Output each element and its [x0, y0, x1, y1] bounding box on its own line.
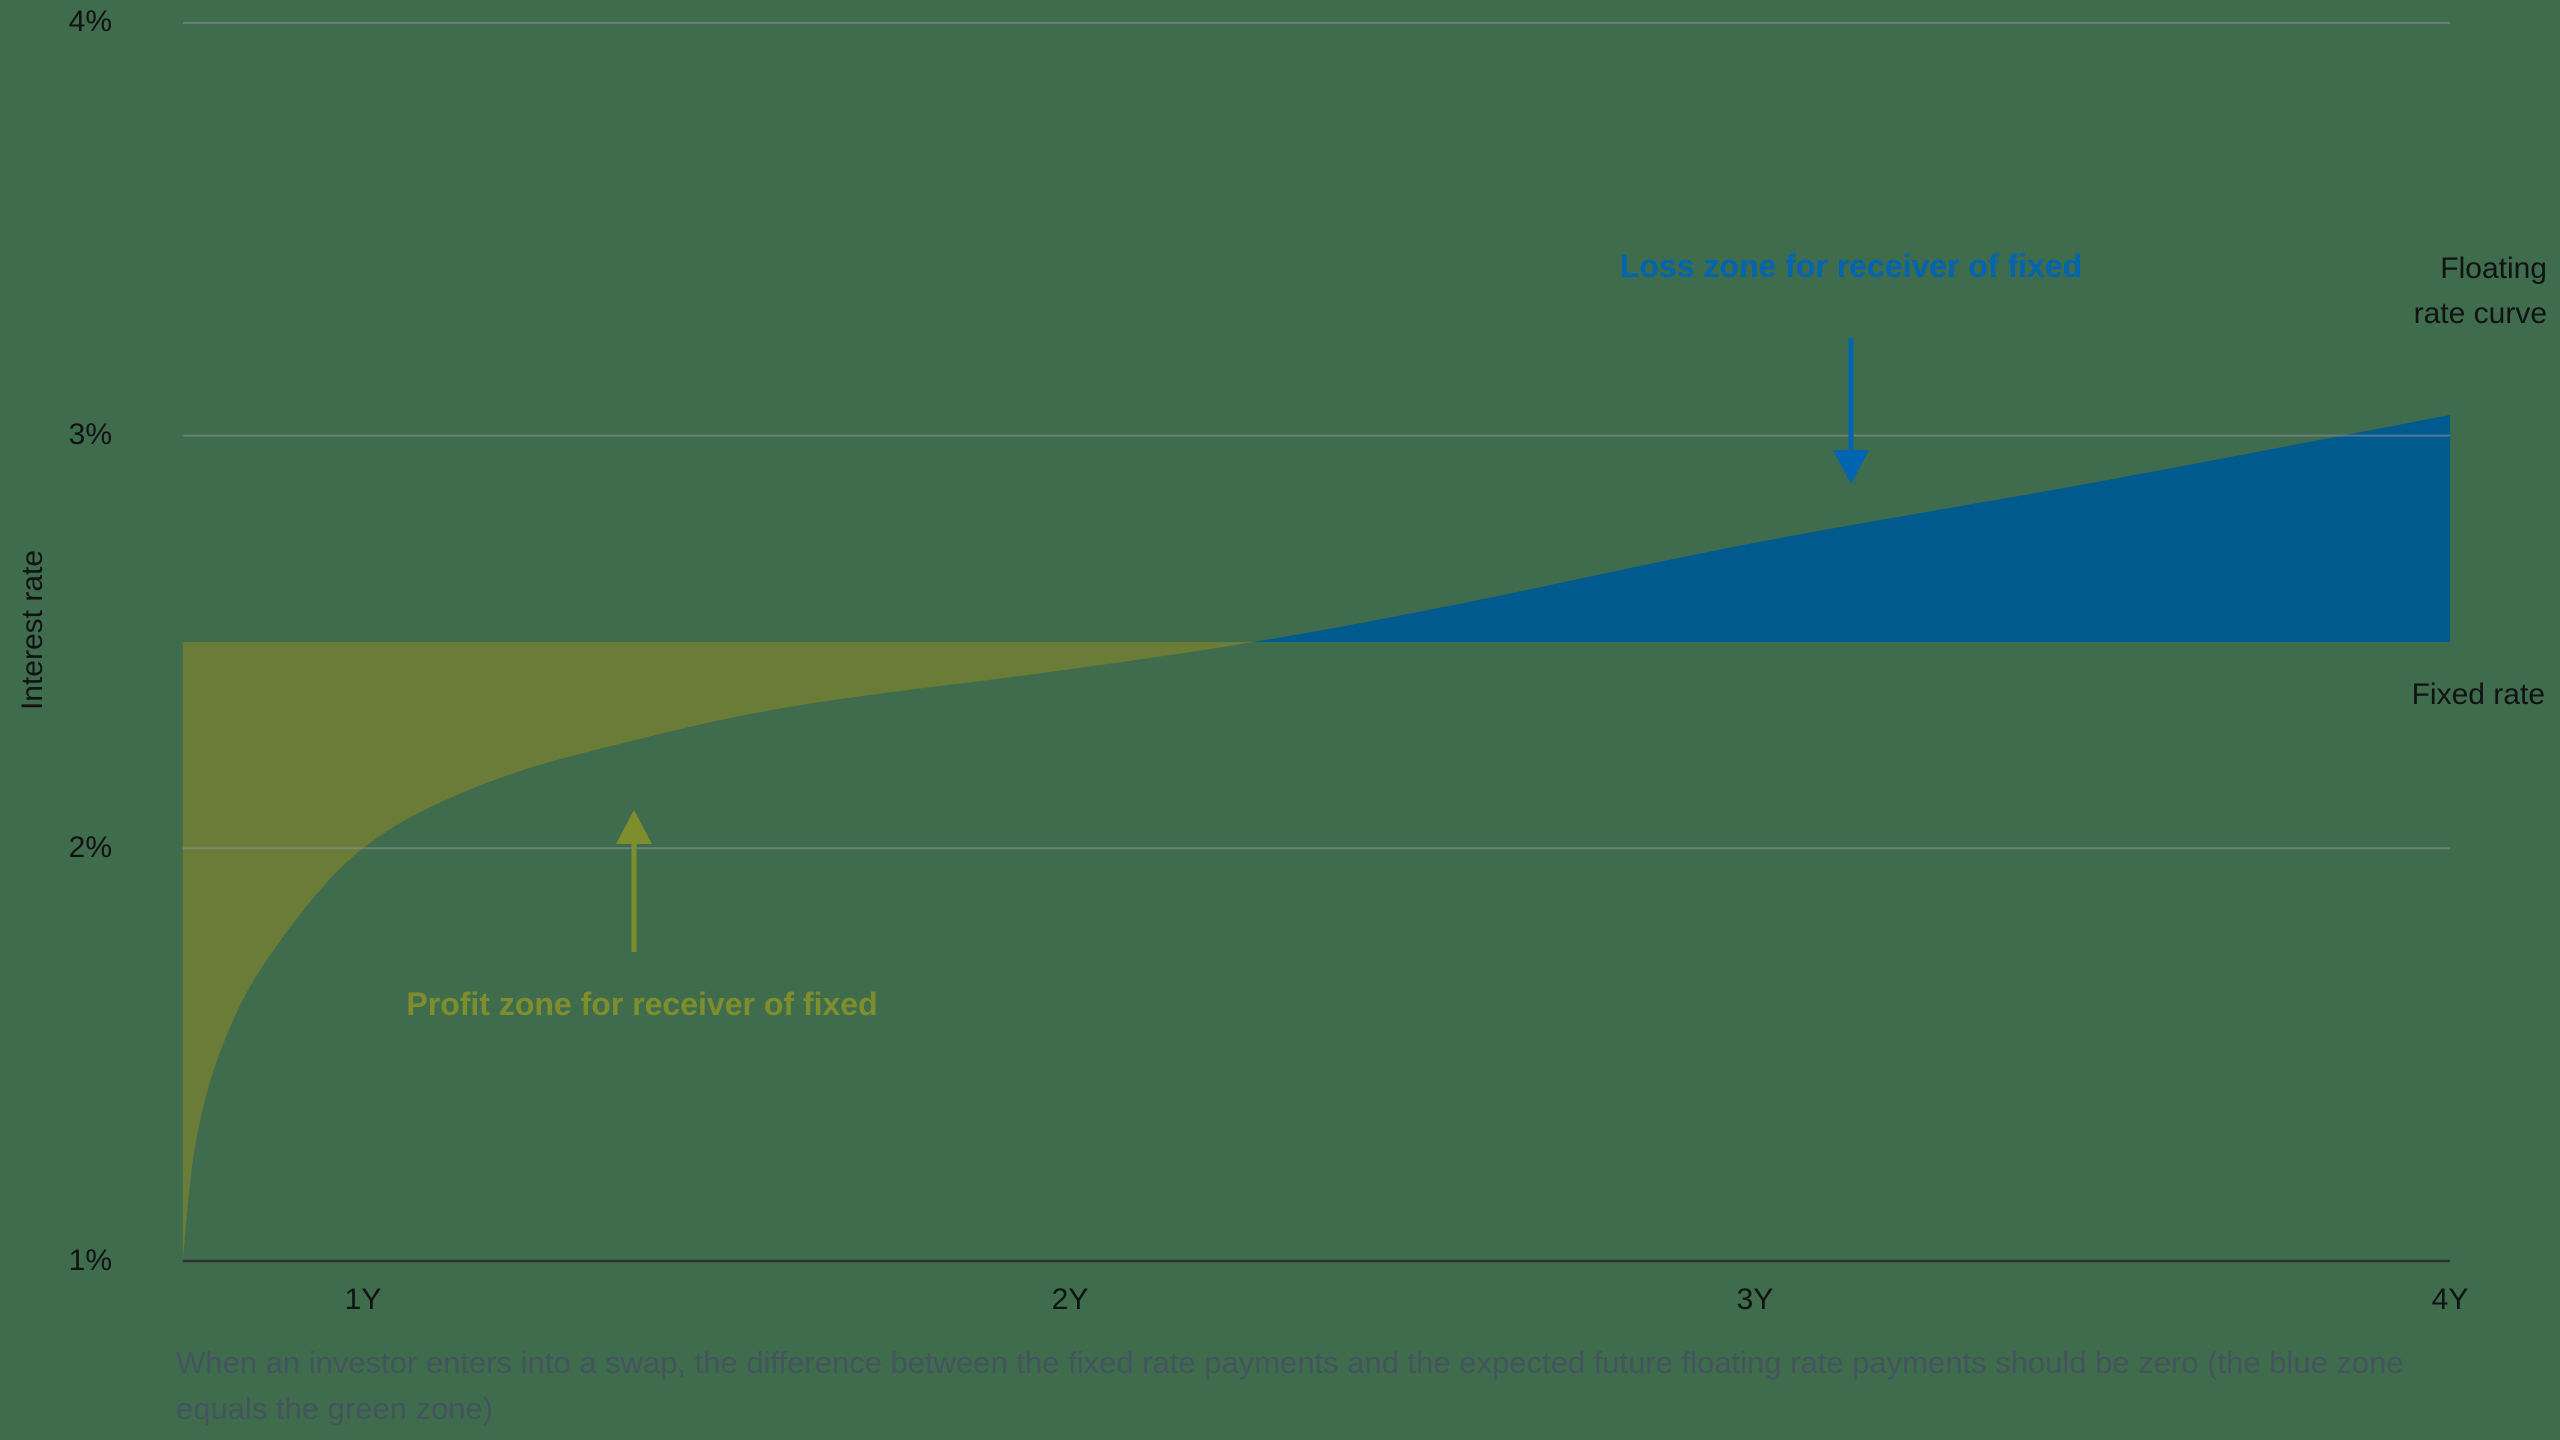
loss-zone-arrowhead-icon: [1833, 450, 1869, 484]
y-tick-label-2pct: 2%: [68, 831, 112, 864]
profit-zone-label: Profit zone for receiver of fixed: [406, 986, 878, 1022]
chart-caption: When an investor enters into a swap, the…: [176, 1345, 2404, 1426]
loss-zone-label: Loss zone for receiver of fixed: [1619, 248, 2083, 284]
x-tick-label-1y: 1Y: [344, 1283, 382, 1316]
loss-zone-area: [1253, 415, 2451, 642]
y-tick-label-1pct: 1%: [68, 1244, 112, 1277]
profit-zone-area: [182, 642, 1254, 1261]
x-tick-label-3y: 3Y: [1736, 1283, 1774, 1316]
floating-rate-curve-label: Floating rate curve: [2413, 252, 2547, 330]
y-tick-label-4pct: 4%: [68, 5, 112, 38]
x-tick-label-4y: 4Y: [2431, 1283, 2469, 1316]
profit-zone-arrowhead-icon: [616, 810, 652, 844]
interest-rate-axis-label: Interest rate: [16, 549, 49, 711]
fixed-rate-label: Fixed rate: [2411, 678, 2545, 711]
x-tick-label-2y: 2Y: [1051, 1283, 1089, 1316]
y-tick-label-3pct: 3%: [68, 418, 112, 451]
